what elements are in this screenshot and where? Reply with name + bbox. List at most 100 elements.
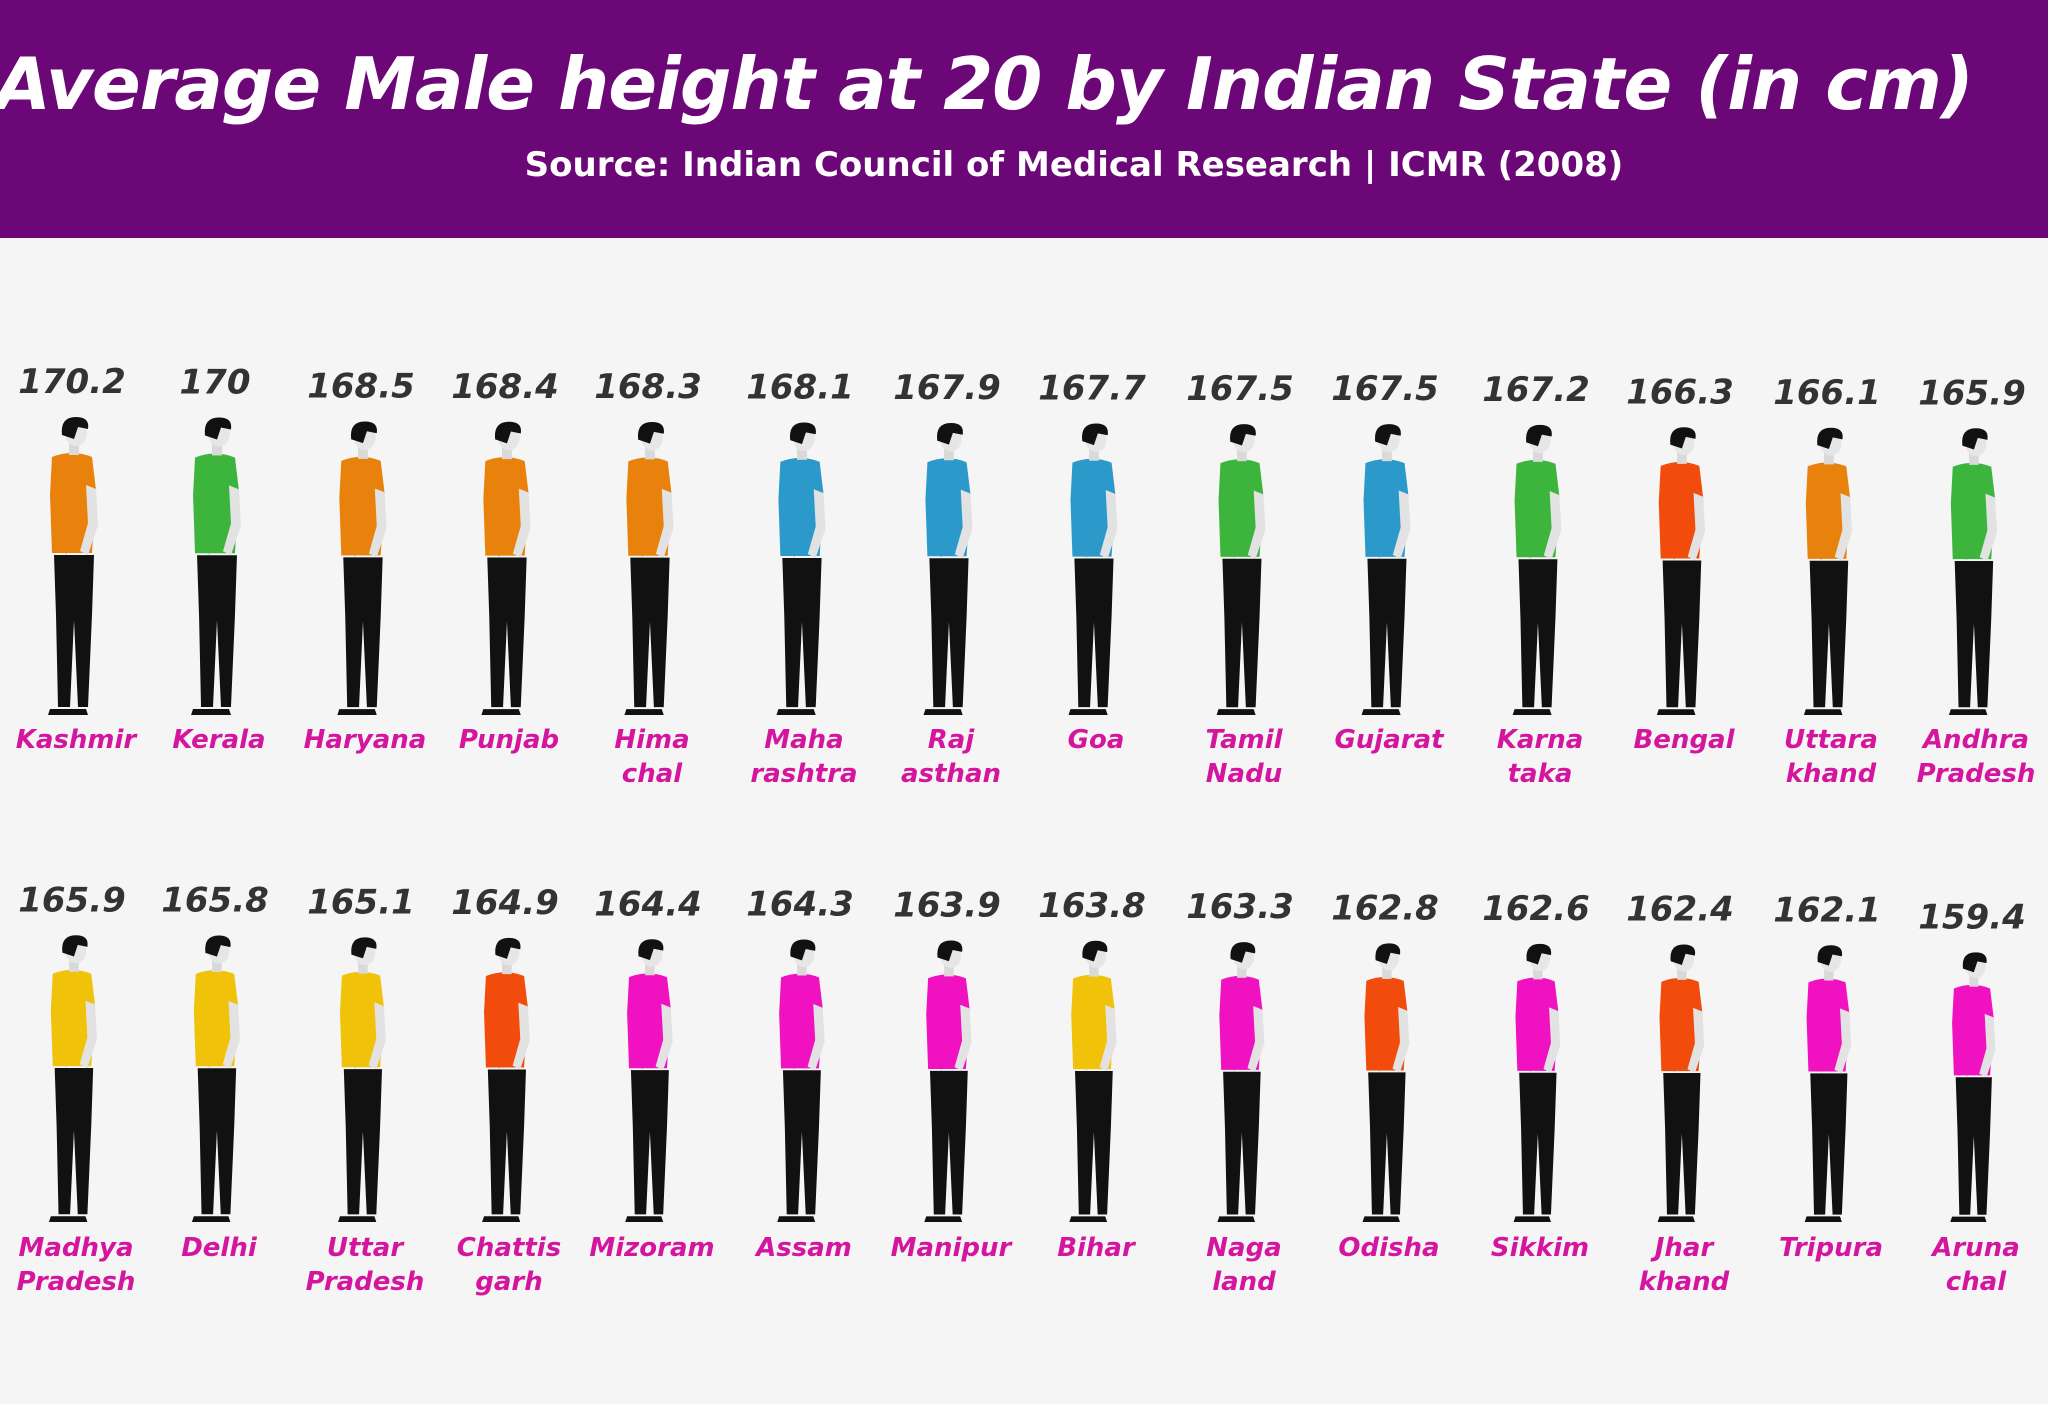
height-value-label: 162.4 — [1626, 890, 1734, 930]
height-value-label: 167.2 — [1482, 370, 1590, 410]
state-name-label: Tamil — [1205, 725, 1283, 755]
height-value-label: 162.1 — [1773, 890, 1881, 930]
state-name-label: Kashmir — [16, 725, 139, 755]
height-value-label: 166.1 — [1773, 373, 1881, 413]
pictograph-chart: 170.2 Kashmir 170 Kerala 168.5 Haryana 168.4 Pu… — [16, 362, 2036, 1297]
state-name-label: Andhra — [1921, 725, 2029, 755]
state-name-label: Tripura — [1779, 1233, 1883, 1263]
height-value-label: 164.3 — [746, 885, 854, 925]
state-figure: 166.3 Bengal — [1626, 372, 1735, 755]
height-value-label: 159.4 — [1918, 898, 2026, 938]
state-name-label: Maha — [764, 725, 843, 755]
state-figure: 165.8 Delhi — [161, 881, 269, 1263]
state-name-label: chal — [1946, 1267, 2007, 1297]
state-name-label: Delhi — [181, 1233, 258, 1263]
state-name-label: Pradesh — [1917, 759, 2036, 789]
height-value-label: 167.7 — [1038, 369, 1146, 409]
chart-title: Average Male height at 20 by Indian Stat… — [0, 42, 1974, 126]
state-name-label: Mizoram — [589, 1233, 714, 1263]
state-name-label: khand — [1639, 1267, 1730, 1297]
state-figure: 163.9 Manipur — [891, 886, 1014, 1263]
height-value-label: 168.5 — [307, 366, 415, 406]
state-figure: 167.7 Goa — [1038, 369, 1146, 755]
state-name-label: Hima — [614, 725, 689, 755]
state-name-label: Bengal — [1633, 725, 1735, 755]
state-name-label: Manipur — [891, 1233, 1014, 1263]
state-name-label: Haryana — [304, 725, 427, 755]
state-figure: 159.4 Aruna chal — [1918, 898, 2026, 1297]
state-figure: 162.4 Jhar khand — [1626, 890, 1734, 1297]
height-value-label: 163.8 — [1038, 886, 1146, 926]
state-figure: 170.2 Kashmir — [16, 362, 139, 755]
state-figure: 167.9 Raj asthan — [893, 368, 1001, 789]
state-figure: 167.5 Gujarat — [1331, 369, 1445, 755]
state-figure: 162.8 Odisha — [1331, 889, 1439, 1263]
state-name-label: Goa — [1068, 725, 1125, 755]
height-value-label: 165.8 — [161, 881, 269, 921]
header-banner: Average Male height at 20 by Indian Stat… — [0, 0, 2048, 238]
state-name-label: Gujarat — [1334, 725, 1445, 755]
state-figure: 170 Kerala — [172, 363, 265, 755]
height-value-label: 165.1 — [307, 882, 415, 922]
state-name-label: taka — [1508, 759, 1573, 789]
state-name-label: garh — [475, 1267, 543, 1297]
height-value-label: 164.4 — [594, 884, 702, 924]
height-value-label: 168.4 — [451, 367, 559, 407]
state-name-label: Jhar — [1650, 1233, 1716, 1263]
height-value-label: 162.6 — [1482, 889, 1590, 929]
state-figure: 162.6 Sikkim — [1482, 889, 1590, 1263]
state-name-label: Pradesh — [17, 1267, 136, 1297]
state-name-label: Madhya — [18, 1233, 133, 1263]
state-figure: 168.3 Hima chal — [594, 367, 702, 789]
height-value-label: 164.9 — [451, 883, 559, 923]
state-name-label: Aruna — [1930, 1233, 2020, 1263]
height-value-label: 162.8 — [1331, 889, 1439, 929]
state-name-label: Sikkim — [1491, 1233, 1589, 1263]
state-name-label: Pradesh — [306, 1267, 425, 1297]
state-name-label: Punjab — [459, 725, 559, 755]
state-name-label: Uttara — [1784, 725, 1878, 755]
state-name-label: asthan — [901, 759, 1001, 789]
height-value-label: 167.5 — [1331, 369, 1439, 409]
state-figure: 165.1 Uttar Pradesh — [306, 882, 425, 1297]
state-name-label: land — [1212, 1267, 1276, 1297]
state-figure: 164.9 Chattis garh — [451, 883, 561, 1297]
state-name-label: Uttar — [327, 1233, 406, 1263]
height-value-label: 168.1 — [746, 368, 854, 408]
state-figure: 163.3 Naga land — [1186, 887, 1294, 1297]
state-figure: 168.4 Punjab — [451, 367, 559, 755]
state-figure: 165.9 Madhya Pradesh — [17, 880, 136, 1297]
state-name-label: Chattis — [457, 1233, 561, 1263]
height-value-label: 165.9 — [1918, 373, 2026, 413]
height-value-label: 167.5 — [1186, 369, 1294, 409]
state-figure: 164.3 Assam — [746, 885, 854, 1263]
state-name-label: Kerala — [172, 725, 265, 755]
height-value-label: 163.3 — [1186, 887, 1294, 927]
state-figure: 163.8 Bihar — [1038, 886, 1146, 1263]
state-figure: 166.1 Uttara khand — [1773, 373, 1881, 789]
state-name-label: Nadu — [1206, 759, 1282, 789]
state-name-label: chal — [622, 759, 683, 789]
state-name-label: Raj — [928, 725, 976, 755]
state-figure: 168.5 Haryana — [304, 366, 427, 755]
state-figure: 167.5 Tamil Nadu — [1186, 369, 1294, 789]
state-figure: 168.1 Maha rashtra — [746, 368, 857, 789]
state-name-label: Bihar — [1057, 1233, 1137, 1263]
state-name-label: Odisha — [1338, 1233, 1439, 1263]
height-value-label: 170 — [180, 363, 251, 403]
height-value-label: 166.3 — [1626, 372, 1734, 412]
state-name-label: Naga — [1206, 1233, 1281, 1263]
state-name-label: khand — [1786, 759, 1877, 789]
state-name-label: Assam — [754, 1233, 852, 1263]
state-name-label: rashtra — [750, 759, 857, 789]
height-value-label: 170.2 — [18, 362, 126, 402]
state-figure: 167.2 Karna taka — [1482, 370, 1590, 789]
state-name-label: Karna — [1497, 725, 1584, 755]
height-value-label: 168.3 — [594, 367, 702, 407]
state-figure: 162.1 Tripura — [1773, 890, 1883, 1263]
height-value-label: 165.9 — [18, 880, 126, 920]
height-value-label: 167.9 — [893, 368, 1001, 408]
state-figure: 165.9 Andhra Pradesh — [1917, 373, 2036, 789]
state-figure: 164.4 Mizoram — [589, 884, 714, 1263]
height-value-label: 163.9 — [893, 886, 1001, 926]
